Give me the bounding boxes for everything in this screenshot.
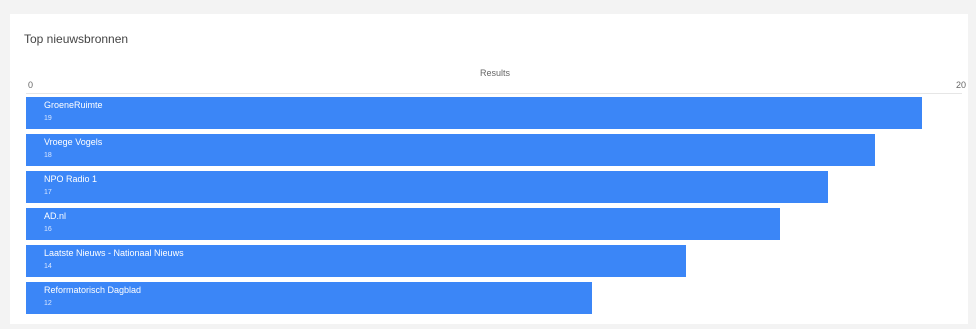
chart-card: Top nieuwsbronnen Results 0 20 GroeneRui… bbox=[10, 14, 968, 324]
chart-title: Top nieuwsbronnen bbox=[24, 32, 129, 46]
bar-reformatorisch-dagblad[interactable]: Reformatorisch Dagblad 12 bbox=[26, 282, 592, 314]
x-axis-line bbox=[26, 93, 962, 94]
bar-groeneruimte[interactable]: GroeneRuimte 19 bbox=[26, 97, 922, 129]
bar-category-label: GroeneRuimte bbox=[44, 100, 103, 110]
bar-value-label: 18 bbox=[44, 152, 52, 159]
bar-value-label: 17 bbox=[44, 189, 52, 196]
bar-category-label: Vroege Vogels bbox=[44, 137, 103, 147]
bar-value-label: 14 bbox=[44, 263, 52, 270]
x-tick-label-max: 20 bbox=[956, 80, 967, 90]
bar-value-label: 12 bbox=[44, 300, 52, 307]
bar-value-label: 16 bbox=[44, 226, 52, 233]
bar-category-label: AD.nl bbox=[44, 211, 67, 221]
bar-laatste-nieuws-nationaal-nieuws[interactable]: Laatste Nieuws - Nationaal Nieuws 14 bbox=[26, 245, 687, 277]
bar-category-label: NPO Radio 1 bbox=[44, 174, 98, 184]
bar-value-label: 19 bbox=[44, 115, 52, 122]
bar-category-label: Reformatorisch Dagblad bbox=[44, 285, 142, 295]
x-axis-title: Results bbox=[480, 68, 511, 78]
bar-npo-radio-1[interactable]: NPO Radio 1 17 bbox=[26, 171, 828, 203]
x-tick-label-min: 0 bbox=[28, 80, 34, 90]
bar-category-label: Laatste Nieuws - Nationaal Nieuws bbox=[44, 248, 184, 258]
bar-ad-nl[interactable]: AD.nl 16 bbox=[26, 208, 781, 240]
bar-vroege-vogels[interactable]: Vroege Vogels 18 bbox=[26, 134, 875, 166]
